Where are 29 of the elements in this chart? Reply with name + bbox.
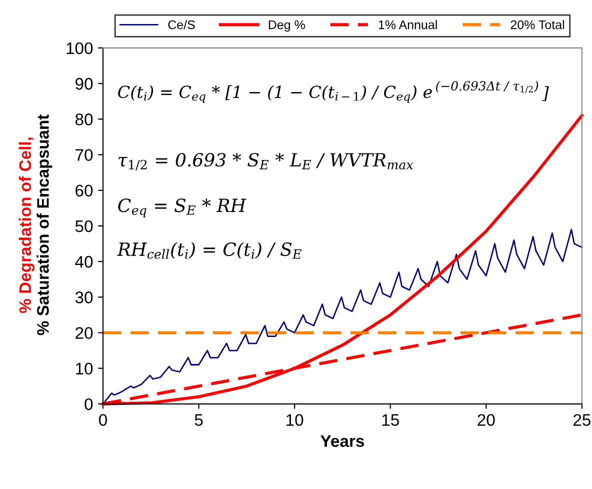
y-tick-label: 10 — [76, 362, 93, 375]
y-tick-label: 100 — [66, 42, 93, 54]
y-tick-label: 0 — [84, 398, 93, 410]
y-tick-label: 40 — [75, 256, 93, 268]
legend-label: 20% Total — [510, 20, 564, 30]
y-tick-label: 20 — [76, 327, 93, 339]
legend-label: 1% Annual — [378, 20, 437, 30]
y-tick-label: 50 — [75, 220, 93, 232]
text: C(t$_{i}$) = C$_{eq}$ * [1 − (1 − C(t$_{i−1}$) / C$_{eq}$) e — [118, 85, 432, 103]
x-tick-label: 10 — [286, 414, 304, 426]
x-tick-label: 25 — [574, 414, 591, 426]
annotation: C$_{eq}$ = S$_{E}$ * RH — [118, 198, 246, 218]
legend-label: Deg % — [268, 20, 305, 32]
annotation: τ$_{1/2}$ = 0.693 * S$_{E}$ * L$_{E}$ / WVTR$_{max}$ — [118, 152, 414, 170]
x-tick-label: 15 — [382, 414, 399, 426]
y-tick-label: 90 — [76, 78, 93, 90]
y-tick-label: 70 — [76, 149, 93, 161]
annotation: (−0.693Δt / τ$_{1/2}$) — [436, 80, 538, 94]
x-tick-label: 20 — [478, 414, 495, 426]
legend-label: Ce/S — [168, 20, 195, 30]
annotation: RH$_{cell}$(t$_{i}$) = C(t$_{i}$) / S$_{E}$ — [117, 242, 302, 259]
y-tick-label: 60 — [76, 184, 93, 197]
y-tick-label: 30 — [75, 292, 93, 304]
y-tick-label: 80 — [75, 114, 93, 126]
y-axis-title: % Degradation of Cell, % Saturation of Encapsuant — [18, 114, 52, 336]
annotation: ] — [542, 86, 549, 101]
x-tick-label: 5 — [194, 414, 203, 426]
x-axis-title: Years — [320, 435, 364, 447]
x-tick-label: 0 — [99, 414, 107, 426]
